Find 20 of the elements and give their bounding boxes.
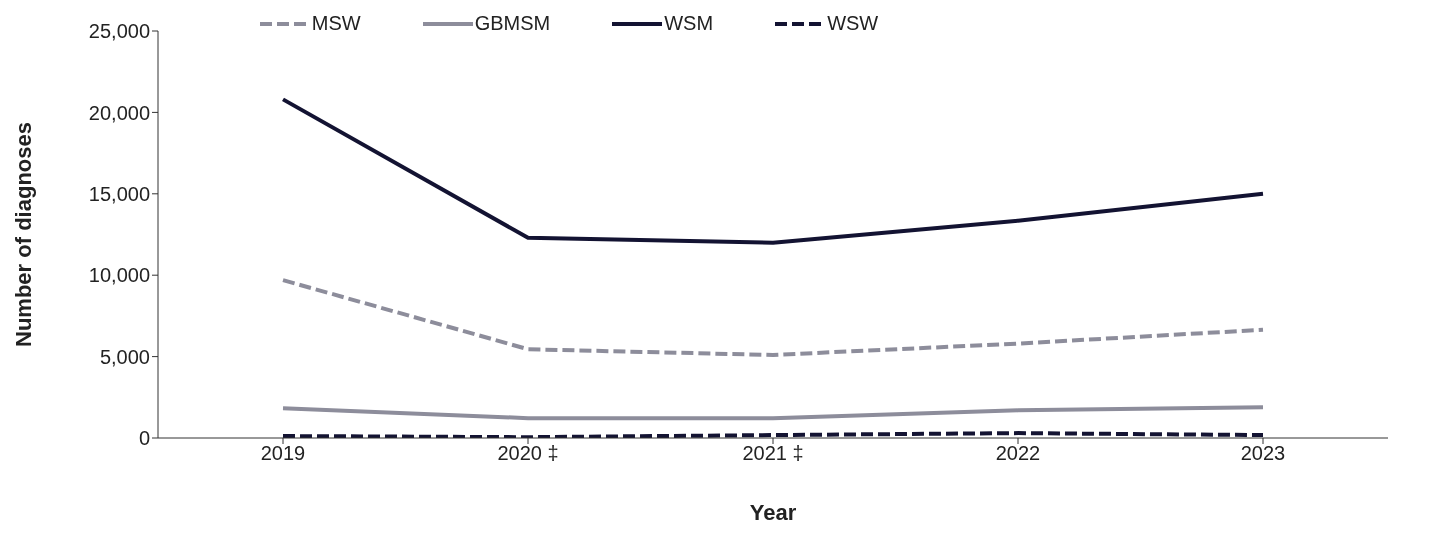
y-tick-label: 20,000 — [88, 101, 150, 124]
x-tick-label: 2020 ‡ — [497, 442, 559, 465]
legend-label: GBMSM — [474, 12, 551, 35]
legend-label: MSW — [311, 12, 361, 35]
y-tick-label: 5,000 — [99, 345, 150, 368]
x-tick-label: 2022 — [995, 442, 1041, 465]
line-series — [281, 278, 1265, 357]
line-series — [281, 97, 1265, 245]
y-tick-label: 25,000 — [88, 20, 150, 43]
x-tick-label: 2019 — [260, 442, 306, 465]
y-tick-label: 0 — [138, 427, 150, 450]
y-tick-label: 15,000 — [88, 182, 150, 205]
x-axis-title: Year — [749, 500, 797, 525]
x-tick-label: 2023 — [1240, 442, 1286, 465]
y-tick-label: 10,000 — [88, 264, 150, 287]
x-tick-label: 2021 ‡ — [742, 442, 804, 465]
legend-label: WSM — [664, 12, 714, 35]
legend-label: WSW — [827, 12, 879, 35]
y-axis-title: Number of diagnoses — [10, 122, 36, 347]
line-series — [281, 405, 1265, 421]
